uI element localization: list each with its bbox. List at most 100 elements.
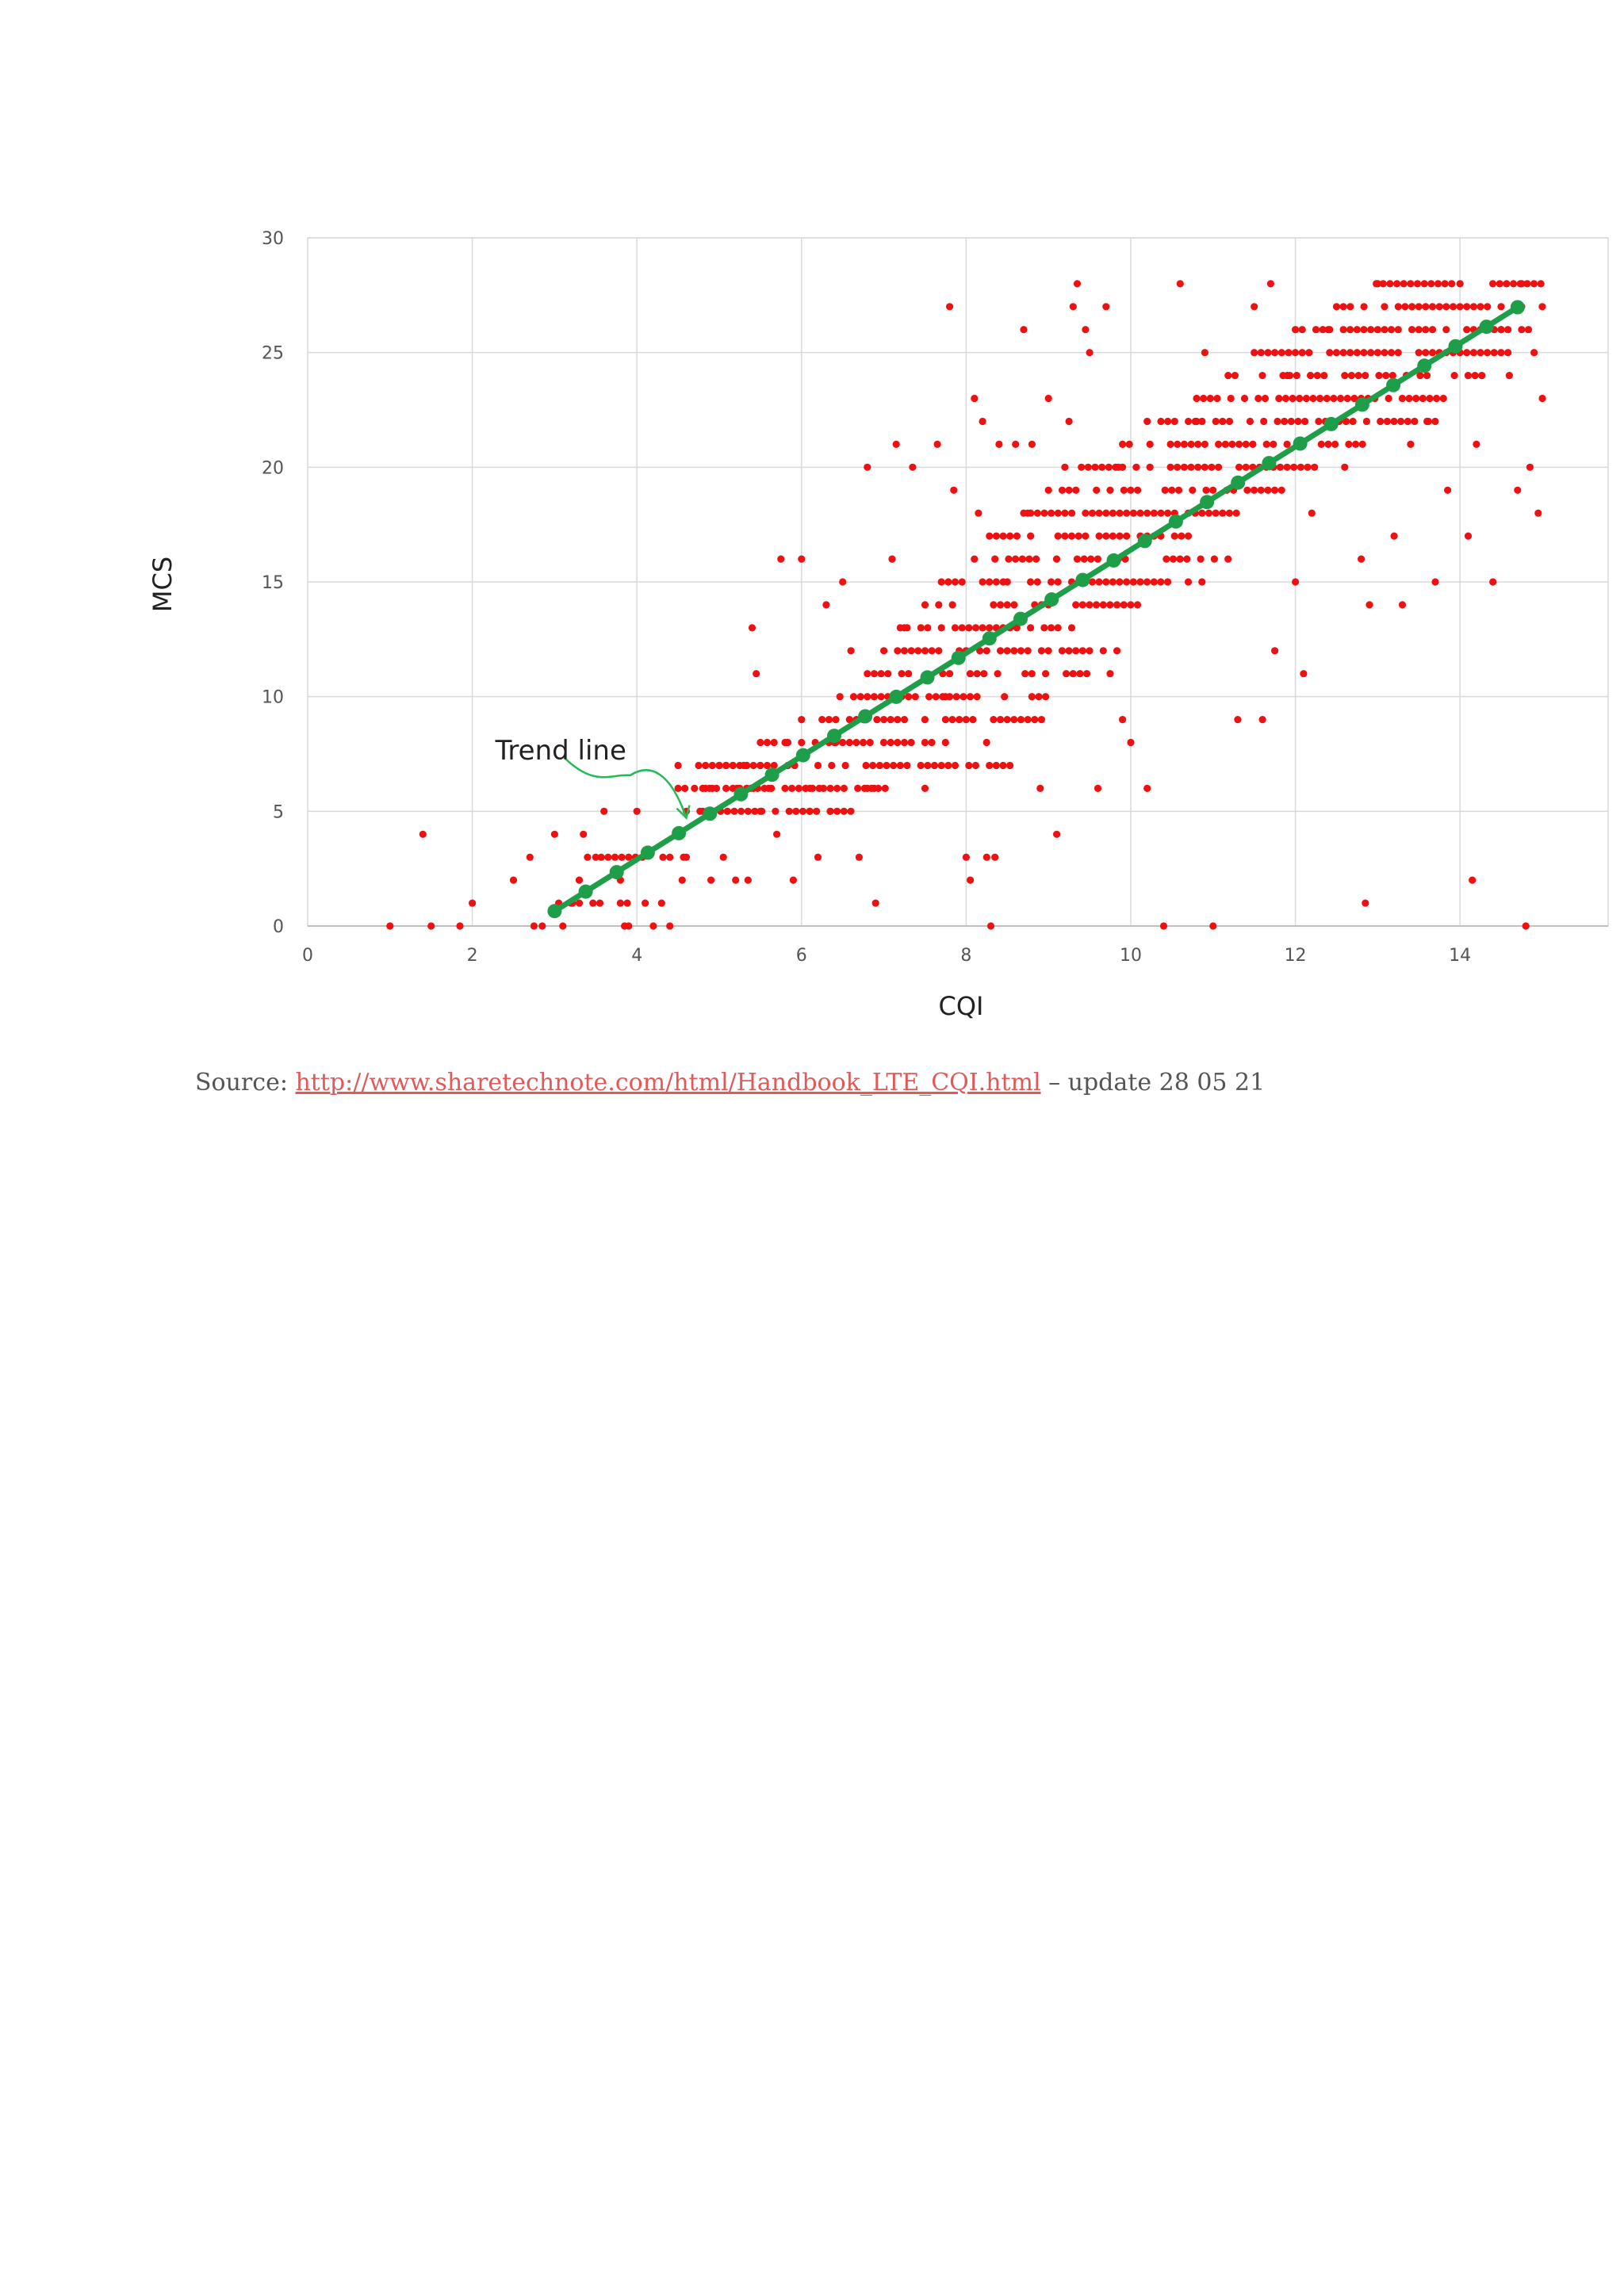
data-point <box>1276 463 1284 471</box>
data-point <box>1317 440 1325 448</box>
data-point <box>980 670 988 678</box>
data-point <box>959 693 967 701</box>
data-point <box>1534 509 1542 517</box>
data-point <box>1330 394 1338 403</box>
data-point <box>973 670 981 678</box>
data-point <box>1234 716 1242 724</box>
data-point <box>760 784 768 793</box>
data-point <box>1294 417 1302 426</box>
data-point <box>1401 303 1409 311</box>
data-point <box>763 738 772 747</box>
data-point <box>1143 578 1151 586</box>
data-point <box>781 784 789 793</box>
data-point <box>992 532 1000 540</box>
data-point <box>933 440 941 448</box>
data-point <box>1088 509 1097 517</box>
data-point <box>921 738 929 747</box>
source-link[interactable]: http://www.sharetechnote.com/html/Handbo… <box>295 1069 1041 1096</box>
data-point <box>903 624 911 632</box>
data-point <box>1201 463 1208 471</box>
data-point <box>1073 555 1082 563</box>
trend-point <box>733 786 749 802</box>
data-point <box>1082 532 1090 540</box>
data-point <box>852 738 860 747</box>
data-point <box>1464 372 1472 380</box>
data-point <box>854 784 862 793</box>
data-point <box>877 693 885 701</box>
data-point <box>1123 578 1131 586</box>
data-point <box>1530 280 1538 288</box>
data-point <box>819 784 828 793</box>
data-point <box>1072 486 1080 494</box>
data-point <box>707 876 715 884</box>
data-point <box>509 876 518 884</box>
data-point <box>1379 280 1387 288</box>
data-point <box>1010 647 1018 655</box>
data-point <box>941 716 949 724</box>
data-point <box>1505 372 1513 380</box>
data-point <box>1231 372 1239 380</box>
data-point <box>814 761 822 770</box>
data-point <box>580 830 588 838</box>
data-point <box>1311 463 1319 471</box>
data-point <box>1143 417 1151 426</box>
data-point <box>1061 532 1069 540</box>
data-point <box>1441 280 1449 288</box>
data-point <box>618 853 626 861</box>
data-point <box>1251 349 1258 357</box>
trend-point <box>951 650 966 665</box>
data-point <box>905 693 913 701</box>
data-point <box>1069 670 1077 678</box>
data-point <box>982 738 990 747</box>
data-point <box>1408 326 1416 334</box>
data-point <box>1300 670 1308 678</box>
data-point <box>950 486 958 494</box>
data-point <box>1422 326 1430 334</box>
data-point <box>1042 670 1050 678</box>
data-point <box>1471 372 1479 380</box>
data-point <box>1339 303 1347 311</box>
data-point <box>1221 440 1229 448</box>
data-point <box>1388 326 1396 334</box>
data-point <box>1219 417 1227 426</box>
data-point <box>1342 417 1350 426</box>
data-point <box>1120 486 1128 494</box>
data-point <box>427 922 435 930</box>
data-point <box>1225 417 1234 426</box>
data-point <box>1219 509 1227 517</box>
data-point <box>1504 349 1512 357</box>
data-point <box>1058 486 1067 494</box>
data-point <box>1308 509 1316 517</box>
data-point <box>1213 394 1221 403</box>
data-point <box>896 761 904 770</box>
data-point <box>1027 532 1035 540</box>
data-point <box>971 555 979 563</box>
data-point <box>1298 326 1306 334</box>
data-point <box>1095 578 1103 586</box>
data-point <box>997 647 1005 655</box>
data-point <box>999 578 1007 586</box>
data-point <box>1024 716 1032 724</box>
data-point <box>1450 372 1458 380</box>
data-point <box>1037 716 1045 724</box>
trend-point <box>764 767 779 783</box>
data-point <box>1109 532 1116 540</box>
data-point <box>706 784 714 793</box>
data-point <box>1102 509 1110 517</box>
data-point <box>840 784 848 793</box>
data-point <box>1197 555 1205 563</box>
data-point <box>744 807 752 815</box>
data-point <box>1346 349 1354 357</box>
data-point <box>1174 486 1183 494</box>
data-point <box>1464 532 1473 540</box>
data-point <box>1048 624 1055 632</box>
data-point <box>1358 440 1366 448</box>
data-point <box>924 624 932 632</box>
data-point <box>869 761 877 770</box>
data-point <box>611 853 619 861</box>
data-point <box>1086 647 1094 655</box>
data-point <box>795 784 802 793</box>
data-point <box>1242 463 1250 471</box>
data-point <box>419 830 427 838</box>
data-point <box>894 738 902 747</box>
